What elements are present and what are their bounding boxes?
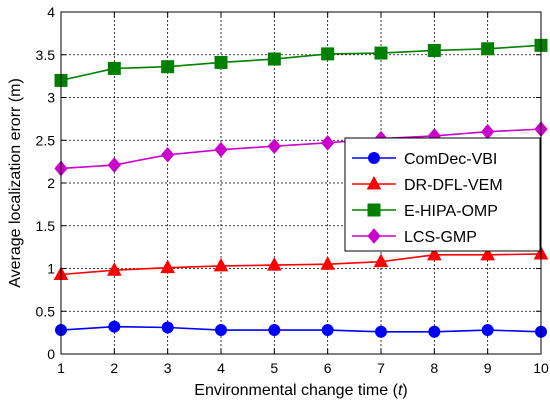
data-point-e-hipa-omp	[321, 47, 335, 61]
data-point-dr-dfl-vem	[480, 246, 496, 261]
x-tick-label: 2	[110, 360, 118, 376]
legend-marker-square	[367, 203, 381, 217]
data-point-e-hipa-omp	[267, 52, 281, 66]
data-point-lcs-gmp	[107, 157, 121, 173]
series-line-comdec-vbi	[60, 325, 542, 333]
legend-item-e-hipa-omp: E-HIPA-OMP	[352, 203, 498, 220]
series-comdec-vbi	[55, 320, 547, 338]
data-point-comdec-vbi	[428, 325, 441, 338]
x-tick-label: 7	[377, 360, 385, 376]
data-point-dr-dfl-vem	[373, 253, 389, 268]
y-tick-label: 2.5	[36, 132, 56, 148]
legend-label: E-HIPA-OMP	[404, 203, 498, 220]
legend: ComDec-VBI DR-DFL-VEM E-HIPA-OMP LCS-GMP	[344, 137, 541, 252]
data-point-comdec-vbi	[161, 321, 174, 334]
y-axis-ticks: 0 0.5 1 1.5 2 2.5 3 3.5 4	[36, 4, 541, 362]
data-point-dr-dfl-vem	[320, 256, 336, 270]
y-tick-label: 1.5	[36, 218, 56, 234]
y-tick-label: 0	[47, 346, 55, 362]
y-axis-label: Average localization erorr (m)	[7, 78, 24, 288]
y-tick-label: 1	[47, 261, 55, 277]
data-point-e-hipa-omp	[161, 60, 175, 74]
data-point-lcs-gmp	[321, 135, 335, 151]
y-tick-label: 3	[47, 90, 55, 106]
legend-label: LCS-GMP	[404, 229, 477, 246]
x-tick-label: 3	[164, 360, 172, 376]
x-tick-label: 8	[430, 360, 438, 376]
legend-label: DR-DFL-VEM	[404, 177, 503, 194]
data-point-lcs-gmp	[214, 141, 228, 158]
data-point-lcs-gmp	[267, 138, 281, 155]
data-point-e-hipa-omp	[214, 55, 228, 69]
x-tick-label: 10	[533, 360, 549, 376]
data-point-comdec-vbi	[215, 324, 227, 337]
data-point-dr-dfl-vem	[426, 246, 442, 261]
legend-marker-circle	[368, 152, 380, 164]
legend-item-comdec-vbi: ComDec-VBI	[352, 151, 497, 168]
series-line-lcs-gmp	[60, 128, 542, 170]
x-tick-label: 1	[57, 360, 65, 376]
legend-item-dr-dfl-vem: DR-DFL-VEM	[352, 175, 503, 194]
data-point-comdec-vbi	[375, 325, 387, 338]
y-tick-label: 4	[47, 4, 55, 20]
data-point-e-hipa-omp	[374, 46, 388, 60]
data-point-dr-dfl-vem	[213, 257, 229, 272]
x-axis-label: Environmental change time (t)	[194, 382, 407, 399]
y-tick-label: 3.5	[36, 47, 56, 63]
data-point-e-hipa-omp	[481, 42, 495, 56]
plot-frame	[60, 11, 542, 355]
y-tick-label: 2	[47, 175, 55, 191]
legend-label: ComDec-VBI	[404, 151, 497, 168]
series-dr-dfl-vem	[53, 245, 549, 280]
data-point-lcs-gmp	[161, 147, 175, 163]
data-point-dr-dfl-vem	[160, 259, 176, 274]
legend-marker-diamond	[367, 228, 381, 244]
legend-marker-triangle	[366, 175, 382, 190]
legend-item-lcs-gmp: LCS-GMP	[352, 228, 477, 246]
x-axis-label-text: Environmental change time	[194, 382, 388, 399]
y-tick-label: 0.5	[36, 303, 56, 319]
series-line-e-hipa-omp	[60, 44, 542, 82]
x-axis-label-variable: t	[398, 382, 403, 399]
data-point-comdec-vbi	[268, 324, 281, 337]
data-point-comdec-vbi	[108, 320, 121, 333]
data-point-dr-dfl-vem	[106, 262, 122, 276]
series-line-dr-dfl-vem	[60, 253, 542, 276]
data-point-e-hipa-omp	[107, 61, 121, 75]
data-point-comdec-vbi	[481, 324, 494, 337]
x-tick-label: 9	[484, 360, 492, 376]
x-axis-ticks: 1 2 3 4 5 6 7 8 9 10	[57, 12, 549, 376]
data-point-dr-dfl-vem	[266, 257, 282, 271]
data-point-e-hipa-omp	[427, 43, 441, 57]
x-tick-label: 6	[324, 360, 332, 376]
x-tick-label: 5	[270, 360, 278, 376]
series-lcs-gmp	[54, 121, 548, 177]
x-tick-label: 4	[217, 360, 225, 376]
data-point-comdec-vbi	[321, 324, 334, 337]
